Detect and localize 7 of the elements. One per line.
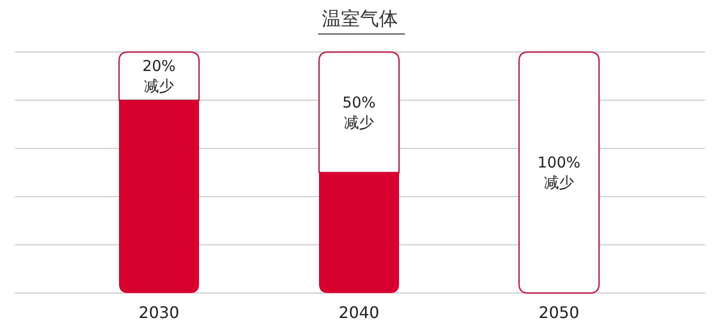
data-label: 50% 减少 [342, 93, 376, 132]
x-tick-label: 2050 [538, 303, 580, 321]
data-label: 20% 减少 [142, 57, 176, 96]
data-label: 100% 减少 [538, 154, 580, 192]
chart-title: 温室气体 [322, 8, 398, 30]
x-tick-label: 2040 [338, 303, 380, 321]
x-tick-label: 2030 [138, 303, 180, 321]
